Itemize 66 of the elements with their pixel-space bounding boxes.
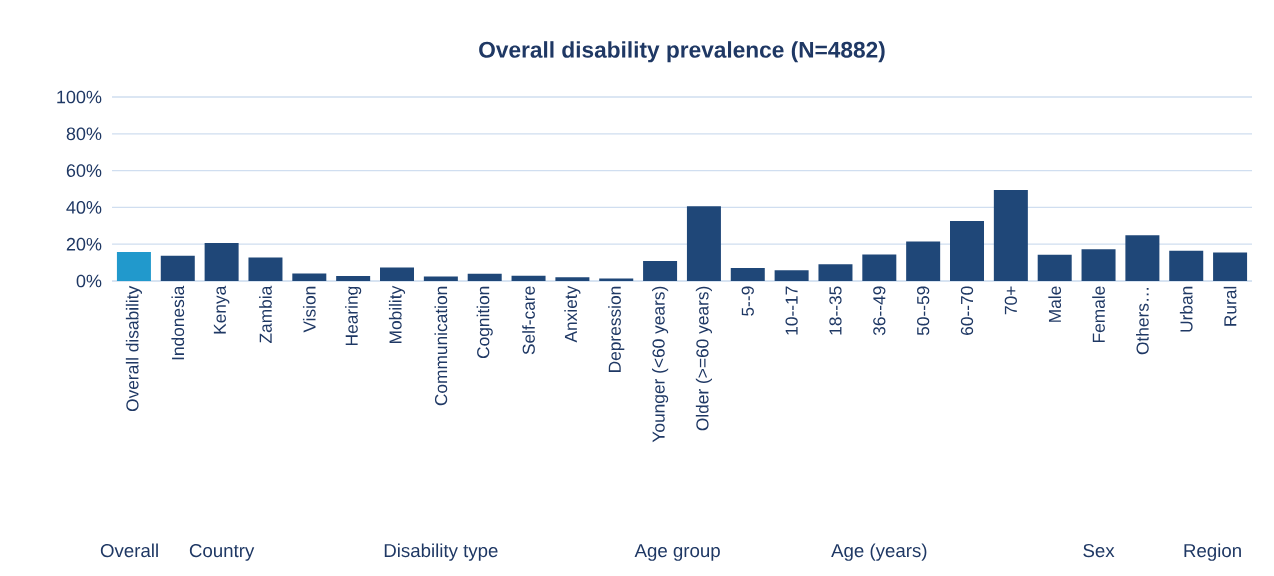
bar xyxy=(1213,252,1248,281)
x-tick-label: Vision xyxy=(302,286,316,333)
bar xyxy=(1081,249,1116,281)
x-tick-label: Depression xyxy=(608,286,625,372)
text: Region xyxy=(1184,543,1241,561)
bar xyxy=(555,277,590,281)
bar xyxy=(862,254,897,281)
bar xyxy=(1037,254,1072,281)
bar xyxy=(116,252,151,281)
bar xyxy=(906,241,941,281)
text: Disability type xyxy=(384,543,498,561)
x-tick-label: Indonesia xyxy=(171,285,185,360)
y-tick-label: 40% xyxy=(66,201,102,214)
x-tick-label: Others… xyxy=(1136,288,1149,355)
bar xyxy=(730,267,765,281)
x-tick-label: Kenya xyxy=(213,285,230,334)
bar xyxy=(686,206,721,281)
text: Age group xyxy=(634,544,720,561)
y-tick-label: 0% xyxy=(76,274,102,288)
x-tick-label: Anxiety xyxy=(564,285,581,343)
x-tick-label: Rural xyxy=(1223,286,1237,326)
bar xyxy=(160,255,195,281)
bar xyxy=(643,260,678,281)
x-tick-label: 50--59 xyxy=(917,286,930,336)
x-tick-label: Communication xyxy=(434,286,448,406)
x-tick-label: 18--35 xyxy=(829,286,842,335)
y-tick-label: 60% xyxy=(66,164,102,177)
bar xyxy=(818,264,853,281)
x-tick-label: Female xyxy=(1092,286,1105,343)
bar xyxy=(380,267,415,281)
x-tick-label: Overall disability xyxy=(125,285,143,412)
bar xyxy=(993,190,1028,281)
bar xyxy=(511,275,546,281)
x-tick-label: Cognition xyxy=(476,286,493,359)
x-tick-label: Male xyxy=(1048,286,1062,322)
y-tick-label: 20% xyxy=(66,237,102,251)
bar xyxy=(292,273,327,281)
bar xyxy=(1125,235,1160,281)
x-tick-label: Mobility xyxy=(388,285,406,344)
bar xyxy=(467,273,502,281)
x-tick-label: 5--9 xyxy=(741,286,754,316)
x-tick-label: Urban xyxy=(1179,286,1193,332)
x-tick-label: Zambia xyxy=(259,285,272,343)
bar xyxy=(423,276,458,281)
x-tick-label: Hearing xyxy=(345,286,362,345)
x-tick-label: 36--49 xyxy=(873,286,886,336)
chart-title: Overall disability prevalence (N=4882) xyxy=(479,41,885,63)
bar xyxy=(950,221,985,281)
bar xyxy=(336,276,371,281)
bar xyxy=(774,270,809,281)
bar xyxy=(599,278,634,281)
text: Age (years) xyxy=(831,543,927,561)
bar xyxy=(1169,250,1204,281)
text: Country xyxy=(189,543,255,561)
x-tick-label: 10--17 xyxy=(785,286,798,335)
x-tick-label: 60--70 xyxy=(960,286,974,335)
bar xyxy=(204,242,239,281)
text: Sex xyxy=(1083,543,1115,558)
x-tick-label: Older (>=60 years) xyxy=(695,286,713,431)
text: Overall xyxy=(100,543,158,558)
x-tick-label: Self-care xyxy=(522,286,535,355)
x-tick-label: 70+ xyxy=(1004,286,1017,315)
x-tick-label: Younger (<60 years) xyxy=(652,286,669,443)
bar xyxy=(248,257,283,281)
y-tick-label: 100% xyxy=(57,90,102,104)
y-tick-label: 80% xyxy=(66,127,102,141)
